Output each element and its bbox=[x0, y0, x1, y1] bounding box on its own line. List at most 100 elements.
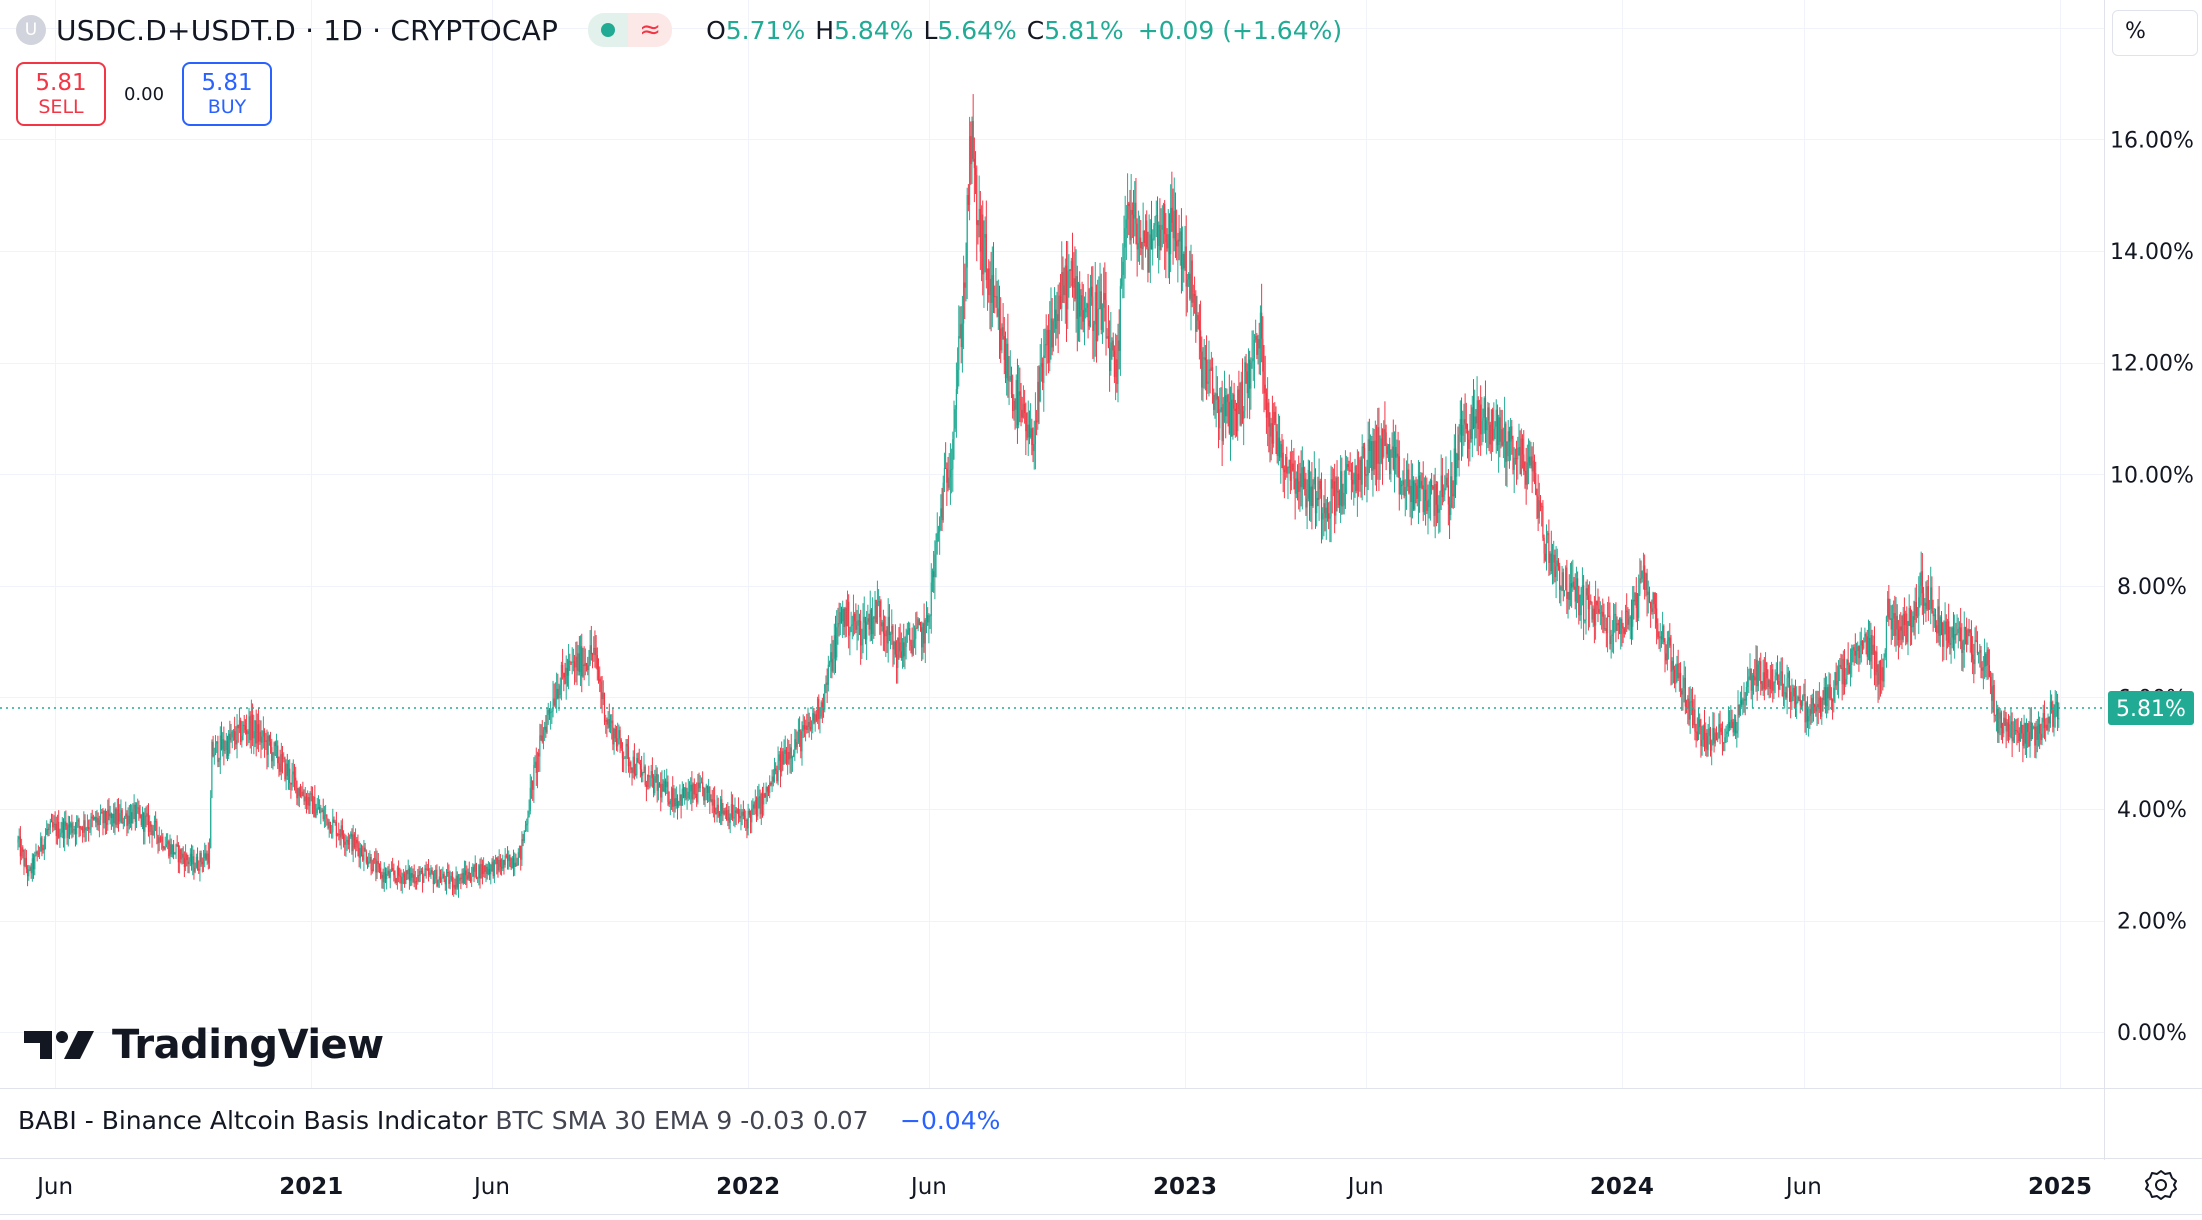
settings-icon[interactable] bbox=[2144, 1168, 2178, 1202]
candle-body bbox=[1922, 593, 1925, 606]
candle-body bbox=[641, 769, 643, 776]
candle-body bbox=[560, 664, 563, 686]
candle-body bbox=[1529, 456, 1531, 466]
candle-body bbox=[1779, 673, 1781, 690]
candle-body bbox=[1756, 659, 1758, 687]
candle-body bbox=[660, 784, 662, 798]
candle-body bbox=[1041, 363, 1044, 383]
status-dot-icon bbox=[601, 23, 616, 37]
candle-body bbox=[189, 853, 191, 862]
sell-button[interactable]: 5.81 SELL bbox=[16, 62, 106, 126]
candle-body bbox=[1548, 533, 1550, 564]
candle-body bbox=[126, 813, 128, 826]
candle-body bbox=[777, 761, 779, 782]
symbol-title[interactable]: USDC.D+USDT.D · 1D · CRYPTOCAP bbox=[56, 13, 559, 47]
candle-body bbox=[1902, 613, 1904, 640]
candle-body bbox=[1979, 650, 1981, 653]
candle-body bbox=[29, 867, 31, 870]
candle-body bbox=[305, 796, 308, 806]
candle-body bbox=[144, 815, 146, 832]
candle-body bbox=[1530, 456, 1532, 466]
candle-body bbox=[2004, 717, 2006, 719]
candle-body bbox=[1957, 628, 1959, 634]
candle-body bbox=[279, 763, 281, 772]
buy-button[interactable]: 5.81 BUY bbox=[182, 62, 272, 126]
candle-body bbox=[2006, 722, 2008, 732]
candle-body bbox=[929, 615, 931, 617]
candle-body bbox=[1840, 664, 1842, 668]
candle-body bbox=[1964, 626, 1967, 630]
candle-body bbox=[1918, 597, 1920, 616]
candle-body bbox=[848, 601, 850, 636]
ohlc-low: 5.64% bbox=[937, 15, 1017, 45]
candle-body bbox=[1571, 583, 1573, 588]
candle-body bbox=[335, 821, 337, 837]
candle-body bbox=[601, 692, 603, 700]
candle-body bbox=[133, 804, 135, 809]
indicator-legend[interactable]: BABI - Binance Altcoin Basis Indicator B… bbox=[18, 1106, 1000, 1135]
price-scale-unit-button[interactable]: % bbox=[2112, 10, 2198, 56]
candle-body bbox=[831, 652, 833, 672]
market-status-pill[interactable]: ≈ bbox=[588, 13, 673, 47]
candle-body bbox=[961, 323, 963, 347]
candle-body bbox=[377, 861, 379, 864]
candle-body bbox=[1767, 678, 1769, 688]
candle-body bbox=[201, 861, 203, 865]
candle-body bbox=[1811, 697, 1813, 714]
candle-body bbox=[686, 798, 688, 800]
candle-body bbox=[903, 642, 905, 657]
candle-body bbox=[1269, 426, 1271, 437]
grid-lines bbox=[0, 0, 2104, 1088]
candle-body bbox=[985, 234, 987, 281]
candle-body bbox=[1189, 273, 1191, 299]
candle-body bbox=[285, 763, 287, 780]
candle-body bbox=[1074, 278, 1076, 299]
candle-body bbox=[1458, 434, 1460, 461]
candle-body bbox=[401, 876, 403, 884]
candle-body bbox=[2027, 723, 2029, 732]
candle-body bbox=[1908, 607, 1910, 626]
candle-body bbox=[1356, 473, 1358, 491]
candle-body bbox=[250, 714, 253, 741]
candle-body bbox=[1700, 726, 1702, 747]
candle-body bbox=[875, 599, 877, 623]
candle-body bbox=[496, 857, 498, 865]
candle-body bbox=[1344, 469, 1347, 493]
symbol-logo-icon: U bbox=[16, 15, 46, 45]
candle-body bbox=[406, 870, 408, 875]
candle-body bbox=[1857, 646, 1859, 652]
candle-body bbox=[1295, 478, 1297, 494]
candle-body bbox=[1859, 645, 1861, 659]
candle-body bbox=[618, 730, 620, 739]
candle-body bbox=[1504, 423, 1506, 442]
candle-body bbox=[1598, 609, 1600, 613]
candle-body bbox=[1365, 474, 1367, 476]
candle-body bbox=[26, 869, 29, 877]
candle-body bbox=[935, 542, 937, 555]
candle-body bbox=[1995, 708, 1998, 716]
candle-body bbox=[1675, 664, 1677, 684]
candle-body bbox=[821, 702, 823, 708]
candle-body bbox=[930, 582, 932, 616]
candle-body bbox=[951, 468, 953, 470]
candle-body bbox=[1469, 429, 1471, 449]
candle-body bbox=[1804, 693, 1806, 723]
candle-body bbox=[322, 809, 324, 820]
candle-body bbox=[1420, 480, 1422, 488]
candle-body bbox=[620, 739, 622, 749]
candle-body bbox=[327, 818, 329, 829]
candle-body bbox=[41, 837, 43, 849]
candle-body bbox=[778, 754, 780, 762]
candle-body bbox=[1350, 470, 1353, 480]
candle-body bbox=[408, 868, 411, 881]
candle-body bbox=[602, 692, 604, 700]
candle-body bbox=[1386, 446, 1388, 455]
candle-body bbox=[1046, 329, 1048, 346]
candle-body bbox=[262, 730, 264, 737]
candle-body bbox=[1219, 409, 1221, 429]
candle-body bbox=[1792, 687, 1794, 697]
candle-body bbox=[573, 661, 576, 668]
candle-body bbox=[1839, 664, 1841, 668]
candle-body bbox=[163, 848, 165, 850]
